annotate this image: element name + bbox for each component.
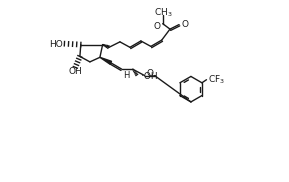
Text: O: O [181,20,188,29]
Text: CH$_3$: CH$_3$ [154,6,173,19]
Text: HO: HO [49,40,63,49]
Text: H: H [124,71,130,80]
Text: OH: OH [68,68,82,76]
Text: ·OH: ·OH [141,72,158,81]
Text: CF$_3$: CF$_3$ [208,74,225,86]
Polygon shape [100,57,112,64]
Text: O: O [146,69,153,78]
Text: O: O [153,22,160,31]
